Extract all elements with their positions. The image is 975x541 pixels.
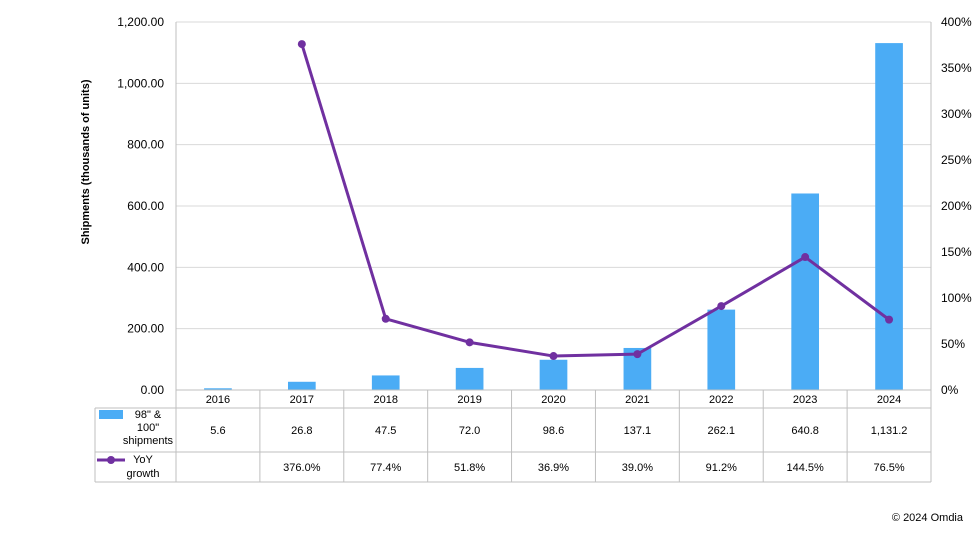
y2-tick-label: 0% <box>941 383 959 397</box>
legend-label-shipments: 100" <box>137 422 159 434</box>
table-cell-growth: 39.0% <box>622 462 653 474</box>
line-series <box>297 40 894 361</box>
y2-tick-label: 150% <box>941 245 972 259</box>
legend-label-growth: YoY <box>133 454 153 466</box>
x-tick-label: 2016 <box>206 394 230 406</box>
x-tick-label: 2023 <box>793 394 817 406</box>
x-tick-label: 2020 <box>541 394 565 406</box>
y2-tick-label: 350% <box>941 61 972 75</box>
y-tick-label: 1,200.00 <box>117 15 164 29</box>
bar <box>875 43 903 391</box>
bar <box>791 193 820 390</box>
table-cell-shipments: 47.5 <box>375 425 396 437</box>
legend-label-growth: growth <box>126 468 159 480</box>
table-cell-growth: 77.4% <box>370 462 401 474</box>
table-cell-shipments: 1,131.2 <box>871 425 908 437</box>
table-cell-shipments: 137.1 <box>624 425 652 437</box>
y-tick-label: 600.00 <box>127 199 164 213</box>
y-tick-label: 800.00 <box>127 138 164 152</box>
y-tick-label: 200.00 <box>127 322 164 336</box>
y-axis-label: Shipments (thousands of units) <box>80 79 92 244</box>
growth-point <box>381 314 390 323</box>
table-cell-growth: 36.9% <box>538 462 569 474</box>
growth-point <box>801 253 810 262</box>
table-cell-shipments: 72.0 <box>459 425 480 437</box>
bar <box>539 359 568 390</box>
x-tick-label: 2019 <box>457 394 481 406</box>
y2-tick-label: 200% <box>941 199 972 213</box>
table-cell-growth: 144.5% <box>787 462 825 474</box>
table-cell-shipments: 26.8 <box>291 425 312 437</box>
bar <box>707 309 736 390</box>
y2-tick-label: 300% <box>941 107 972 121</box>
legend-label-shipments: 98" & <box>135 409 162 421</box>
bar <box>287 381 316 390</box>
bar-series <box>204 43 903 391</box>
y-tick-label: 1,000.00 <box>117 76 164 90</box>
table-cell-shipments: 5.6 <box>210 425 225 437</box>
data-table: 2016 5.6 2017 26.8 376.0% 2018 47.5 77.4% 2019 72… <box>94 389 932 483</box>
y2-tick-label: 50% <box>941 337 965 351</box>
growth-point <box>549 352 558 361</box>
bar <box>371 375 400 390</box>
bar <box>455 367 484 390</box>
growth-point <box>465 338 474 347</box>
y2-tick-label: 400% <box>941 15 972 29</box>
x-tick-label: 2017 <box>290 394 314 406</box>
growth-line <box>300 43 890 358</box>
y-tick-label: 0.00 <box>141 383 165 397</box>
growth-point <box>297 40 306 49</box>
table-cell-shipments: 98.6 <box>543 425 564 437</box>
x-tick-label: 2018 <box>373 394 397 406</box>
table-cell-growth: 376.0% <box>283 462 321 474</box>
table-cell-growth: 91.2% <box>706 462 737 474</box>
legend-label-shipments: shipments <box>123 435 174 447</box>
x-tick-label: 2024 <box>877 394 901 406</box>
y2-tick-label: 100% <box>941 291 972 305</box>
left-axis: 0.00 200.00 400.00 600.00 800.00 1,000.00 1,20… <box>117 15 177 397</box>
right-axis: 0% 50% 100% 150% 200% 250% 300% 350% 400% <box>930 15 972 397</box>
table-cell-growth: 51.8% <box>454 462 485 474</box>
x-tick-label: 2022 <box>709 394 733 406</box>
legend-key-shipments <box>99 410 123 419</box>
growth-point <box>633 350 642 359</box>
table-cell-shipments: 262.1 <box>708 425 736 437</box>
copyright-notice: © 2024 Omdia <box>891 512 963 524</box>
growth-point <box>717 302 726 311</box>
x-tick-label: 2021 <box>625 394 649 406</box>
table-cell-shipments: 640.8 <box>791 425 819 437</box>
growth-point <box>885 315 894 324</box>
table-cell-growth: 76.5% <box>873 462 904 474</box>
y2-tick-label: 250% <box>941 153 972 167</box>
y-tick-label: 400.00 <box>127 260 164 274</box>
legend-key-growth-marker <box>107 456 115 464</box>
bar <box>204 388 232 390</box>
